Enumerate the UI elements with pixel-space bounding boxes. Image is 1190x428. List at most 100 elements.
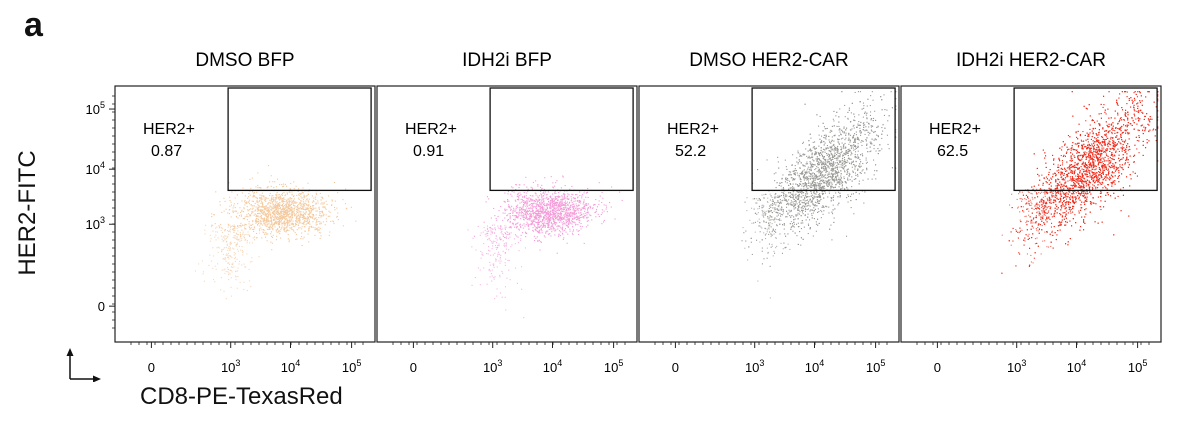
event-dot xyxy=(492,254,494,256)
event-dot xyxy=(240,222,242,224)
event-dot xyxy=(271,242,273,244)
event-dot xyxy=(301,200,303,202)
event-dot xyxy=(537,204,539,206)
event-dot xyxy=(566,217,568,219)
event-dot xyxy=(837,145,839,147)
event-dot xyxy=(234,260,236,262)
event-dot xyxy=(865,162,867,164)
event-dot xyxy=(288,216,290,218)
event-dot xyxy=(539,216,541,218)
event-dot xyxy=(302,222,304,224)
event-dot xyxy=(858,121,860,123)
event-dot xyxy=(832,118,834,120)
event-dot xyxy=(245,202,247,204)
event-dot xyxy=(281,194,283,196)
event-dot xyxy=(848,172,850,174)
event-dot xyxy=(544,211,546,213)
event-dot xyxy=(577,208,579,210)
event-dot xyxy=(873,117,875,119)
event-dot xyxy=(505,243,507,245)
event-dot xyxy=(543,217,545,219)
event-dot xyxy=(509,218,511,220)
event-dot xyxy=(771,231,773,233)
event-dot xyxy=(254,220,256,222)
event-dot xyxy=(578,217,580,219)
event-dot xyxy=(519,209,521,211)
event-dot xyxy=(252,237,254,239)
event-dot xyxy=(269,205,271,207)
event-dot xyxy=(515,215,517,217)
event-dot xyxy=(825,180,827,182)
event-dot xyxy=(539,199,541,201)
event-dot xyxy=(285,219,287,221)
event-dot xyxy=(844,116,846,118)
event-dot xyxy=(571,206,573,208)
event-dot xyxy=(794,173,796,175)
event-dot xyxy=(228,182,230,184)
event-dot xyxy=(542,216,544,218)
event-dot xyxy=(263,232,265,234)
event-dot xyxy=(553,201,555,203)
event-dot xyxy=(858,180,860,182)
event-dot xyxy=(219,201,221,203)
event-dot xyxy=(579,200,581,202)
event-dot xyxy=(577,197,579,199)
event-dot xyxy=(252,220,254,222)
event-dot xyxy=(308,208,310,210)
event-dot xyxy=(578,201,580,203)
event-dot xyxy=(503,244,505,246)
event-dot xyxy=(803,226,805,228)
event-dot xyxy=(253,236,255,238)
event-dot xyxy=(857,147,859,149)
event-dot xyxy=(278,219,280,221)
event-dot xyxy=(832,168,834,170)
event-dot xyxy=(491,224,493,226)
event-dot xyxy=(825,167,827,169)
event-dot xyxy=(761,247,763,249)
event-dot xyxy=(826,162,828,164)
event-dot xyxy=(257,172,259,174)
event-dot xyxy=(810,165,812,167)
event-dot xyxy=(547,211,549,213)
event-dot xyxy=(865,114,867,116)
event-dot xyxy=(272,224,274,226)
event-dot xyxy=(775,231,777,233)
event-dot xyxy=(563,218,565,220)
event-dot xyxy=(319,221,321,223)
event-dot xyxy=(567,215,569,217)
event-dot xyxy=(887,143,889,145)
event-dot xyxy=(529,209,531,211)
event-dot xyxy=(575,224,577,226)
event-dot xyxy=(221,227,223,229)
event-dot xyxy=(534,229,536,231)
event-dot xyxy=(555,201,557,203)
event-dot xyxy=(584,206,586,208)
event-dot xyxy=(293,196,295,198)
event-dot xyxy=(523,200,525,202)
event-dot xyxy=(558,225,560,227)
event-dot xyxy=(811,163,813,165)
event-dot xyxy=(270,175,272,177)
event-dot xyxy=(791,177,793,179)
event-dot xyxy=(279,212,281,214)
event-dot xyxy=(569,202,571,204)
event-dot xyxy=(225,260,227,262)
event-dot xyxy=(491,269,493,271)
event-dot xyxy=(257,218,259,220)
event-dot xyxy=(268,228,270,230)
event-dot xyxy=(854,116,856,118)
event-dot xyxy=(557,200,559,202)
event-dot xyxy=(563,237,565,239)
event-dot xyxy=(307,233,309,235)
event-dot xyxy=(542,225,544,227)
event-dot xyxy=(307,205,309,207)
event-dot xyxy=(290,207,292,209)
event-dot xyxy=(495,259,497,261)
event-dot xyxy=(499,258,501,260)
event-dot xyxy=(272,223,274,225)
event-dot xyxy=(815,188,817,190)
event-dot xyxy=(869,141,871,143)
event-dot xyxy=(264,212,266,214)
event-dot xyxy=(862,169,864,171)
event-dot xyxy=(551,224,553,226)
